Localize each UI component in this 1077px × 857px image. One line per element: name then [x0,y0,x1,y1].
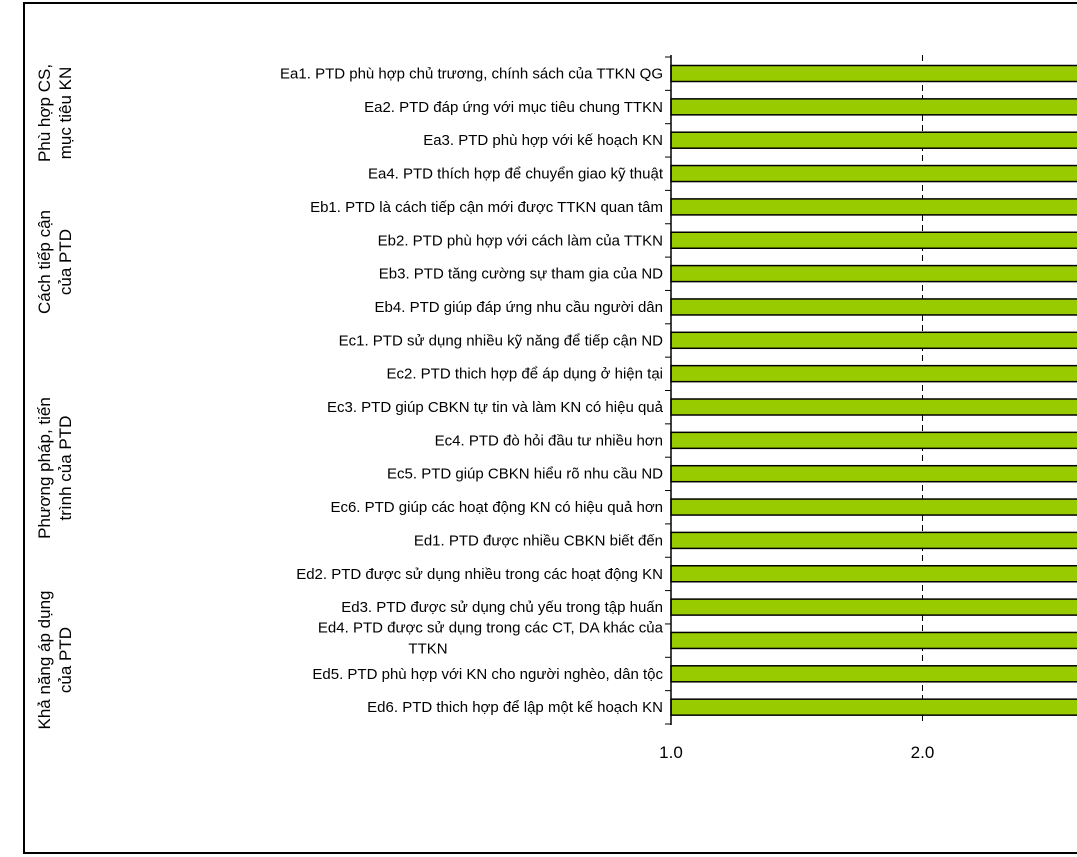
x-tick-label: 1.0 [659,743,683,762]
category-label: Ec4. PTD đò hỏi đầu tư nhiều hơn [435,432,663,449]
bar [670,631,1077,650]
category-label: Ec6. PTD giúp các hoạt động KN có hiệu q… [330,499,663,516]
bar [670,364,1077,383]
category-label: Ea2. PTD đáp ứng với mục tiêu chung TTKN [364,99,663,116]
category-label: Ea4. PTD thích hợp để chuyển giao kỹ thu… [368,166,664,183]
bar [670,665,1077,683]
category-label: Ec2. PTD thich hợp để áp dụng ở hiện tại [386,366,663,383]
bar [670,464,1077,483]
bar [670,565,1077,583]
group-label: của PTD [56,627,75,693]
category-label: Ed1. PTD được nhiều CBKN biết đến [414,532,663,549]
category-label: Ed5. PTD phù hợp với KN cho người nghèo,… [312,666,663,683]
group-label: của PTD [56,229,75,295]
group-label: Cách tiếp cận [35,210,54,314]
chart-frame [23,2,1077,854]
category-label: Ea1. PTD phù hợp chủ trương, chính sách … [280,66,663,83]
bar [670,298,1077,316]
category-label: Ed2. PTD được sử dụng nhiều trong các ho… [296,566,663,583]
bar [670,264,1077,283]
bar [670,98,1077,116]
category-label: Ed4. PTD được sử dụng trong các CT, DA k… [318,619,664,636]
bar [670,331,1077,350]
category-label: Eb2. PTD phù hợp với cách làm của TTKN [378,232,663,249]
bar [670,198,1077,216]
category-label: Ed3. PTD được sử dụng chủ yếu trong tập … [341,599,663,616]
group-label: mục tiêu KN [56,67,75,160]
category-label: Eb1. PTD là cách tiếp cận mới được TTKN … [310,199,663,216]
bar [670,431,1077,450]
x-tick-label: 2.0 [911,743,935,762]
category-label: Ec1. PTD sử dụng nhiều kỹ năng để tiếp c… [339,332,664,349]
bar [670,698,1077,716]
group-label: Khả năng áp dụng [35,591,54,730]
category-label: Ea3. PTD phù hợp với kế hoạch KN [423,132,663,149]
group-label: trình của PTD [56,416,75,521]
bar [670,164,1077,183]
category-label: Eb3. PTD tăng cường sự tham gia của ND [379,266,663,283]
bar [670,531,1077,550]
group-label: Phương pháp, tiến [35,397,54,539]
bar [670,398,1077,416]
category-label: Ed6. PTD thich hợp để lập một kế hoạch K… [367,699,663,716]
bar [670,64,1077,83]
category-label: Eb4. PTD giúp đáp ứng nhu cầu người dân [375,299,663,316]
category-label: Ec5. PTD giúp CBKN hiểu rõ nhu cầu ND [387,466,663,483]
bar [670,598,1077,616]
bar [670,231,1077,249]
group-label: Phù hợp CS, [35,64,54,162]
bar [670,131,1077,149]
category-label: Ec3. PTD giúp CBKN tự tin và làm KN có h… [327,399,664,416]
bar [670,498,1077,516]
category-label-continued: TTKN [408,640,447,657]
